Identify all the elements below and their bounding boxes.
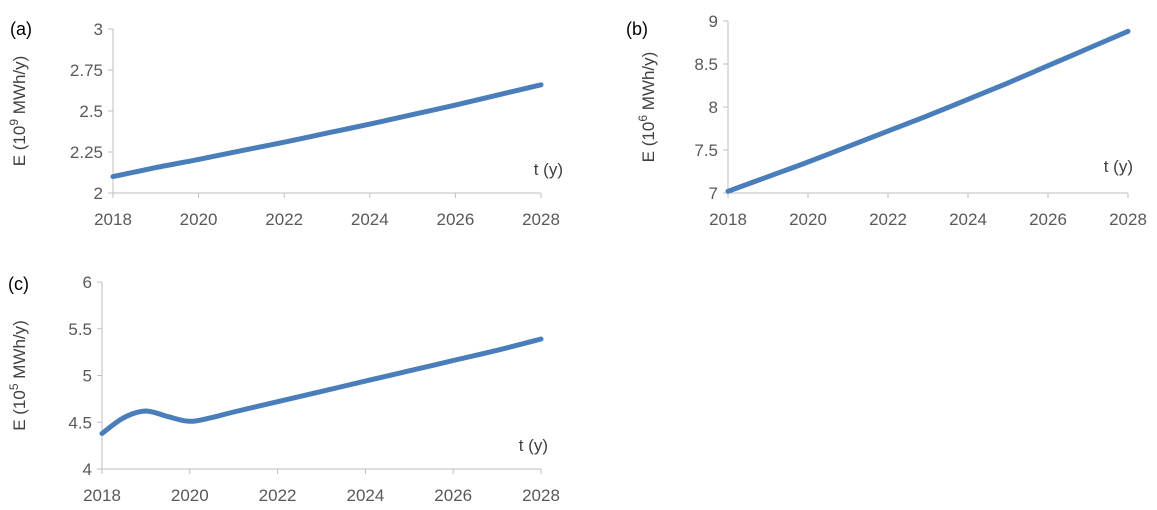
y-tick-label: 2 (94, 184, 103, 203)
y-tick-label: 5.5 (68, 320, 92, 339)
y-tick-label: 2.25 (70, 143, 103, 162)
y-tick-label: 7.5 (694, 141, 718, 160)
y-tick-label: 9 (709, 12, 718, 31)
y-axis-label-exponent: 5 (7, 383, 21, 390)
y-tick-label: 4.5 (68, 413, 92, 432)
panel-label: (a) (10, 19, 32, 39)
x-tick-label: 2022 (869, 210, 907, 229)
x-axis-label: t (y) (1104, 157, 1133, 176)
x-tick-label: 2022 (265, 210, 303, 229)
y-axis-label-suffix: MWh/y) (10, 320, 29, 383)
x-tick-label: 2018 (94, 210, 132, 229)
x-tick-label: 2018 (709, 210, 747, 229)
x-tick-label: 2024 (949, 210, 987, 229)
y-axis-label-exponent: 6 (636, 115, 650, 122)
panel-label: (b) (626, 19, 648, 39)
x-tick-label: 2028 (522, 486, 560, 505)
y-tick-label: 2.75 (70, 61, 103, 80)
y-axis-label: E (105 MWh/y) (7, 320, 29, 431)
x-tick-label: 2020 (789, 210, 827, 229)
panel-label: (c) (8, 274, 29, 294)
x-axis-label: t (y) (519, 436, 548, 455)
x-axis-label: t (y) (534, 160, 563, 179)
y-tick-label: 7 (709, 184, 718, 203)
y-axis-label-prefix: E (10 (10, 390, 29, 431)
x-tick-label: 2024 (351, 210, 389, 229)
x-tick-label: 2020 (180, 210, 218, 229)
y-axis-label: E (106 MWh/y) (636, 52, 658, 163)
y-tick-label: 5 (83, 367, 92, 386)
x-tick-label: 2018 (83, 486, 121, 505)
y-tick-label: 6 (83, 273, 92, 292)
series-line-0 (99, 336, 544, 436)
x-tick-label: 2028 (522, 210, 560, 229)
x-tick-label: 2020 (171, 486, 209, 505)
series-line-0 (725, 28, 1131, 194)
chart-panel-0: 2 2.25 2.5 2.75 3 2018 2020 2022 2024 2026 2028 (a)… (7, 19, 563, 229)
y-tick-label: 4 (83, 460, 92, 479)
y-axis-label-exponent: 9 (7, 119, 21, 126)
y-tick-label: 2.5 (79, 102, 103, 121)
series-line-0 (110, 82, 544, 180)
chart-panel-2: 4 4.5 5 5.5 6 2018 2020 2022 2024 2026 2028 (c) t (y… (7, 273, 560, 505)
y-axis-label-suffix: MWh/y) (639, 52, 658, 115)
x-tick-label: 2026 (436, 210, 474, 229)
y-tick-label: 8.5 (694, 55, 718, 74)
x-tick-label: 2022 (259, 486, 297, 505)
y-tick-label: 8 (709, 98, 718, 117)
y-axis-label-prefix: E (10 (639, 122, 658, 163)
x-tick-label: 2026 (1029, 210, 1067, 229)
x-tick-label: 2024 (346, 486, 384, 505)
y-axis-label-prefix: E (10 (10, 126, 29, 167)
x-tick-label: 2026 (434, 486, 472, 505)
x-tick-label: 2028 (1109, 210, 1147, 229)
y-axis-label: E (109 MWh/y) (7, 56, 29, 167)
chart-panel-1: 7 7.5 8 8.5 9 2018 2020 2022 2024 2026 2028 (b) t (y… (626, 12, 1147, 229)
y-axis-label-suffix: MWh/y) (10, 56, 29, 119)
y-tick-label: 3 (94, 20, 103, 39)
